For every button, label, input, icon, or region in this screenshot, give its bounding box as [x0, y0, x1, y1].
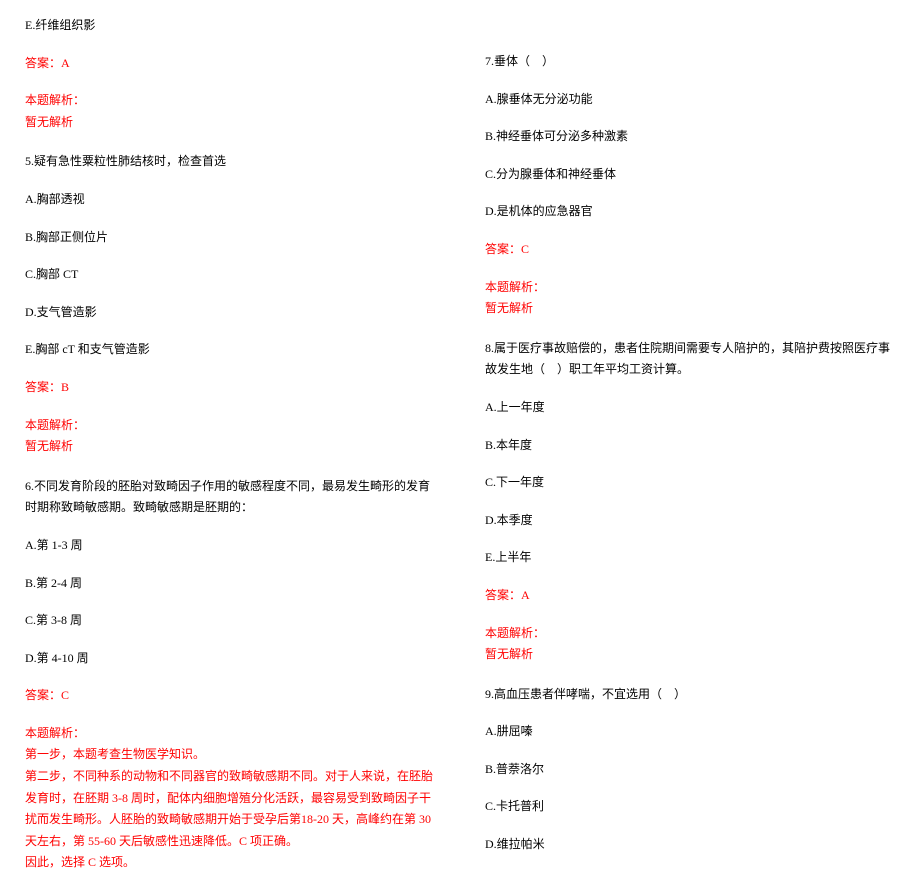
q6-option-c: C.第 3-8 周: [25, 610, 435, 632]
q7-analysis-label: 本题解析：: [485, 277, 895, 299]
q7-answer: 答案：C: [485, 239, 895, 261]
q7-stem: 7.垂体（ ）: [485, 51, 895, 73]
right-column: 7.垂体（ ） A.腺垂体无分泌功能 B.神经垂体可分泌多种激素 C.分为腺垂体…: [460, 0, 920, 651]
q8-stem: 8.属于医疗事故赔偿的，患者住院期间需要专人陪护的，其陪护费按照医疗事故发生地（…: [485, 338, 895, 381]
q8-option-d: D.本季度: [485, 510, 895, 532]
q8-answer: 答案：A: [485, 585, 895, 607]
q8-analysis-text: 暂无解析: [485, 644, 895, 666]
q6-analysis-line1: 第一步，本题考查生物医学知识。: [25, 744, 435, 766]
q5-option-a: A.胸部透视: [25, 189, 435, 211]
q5-option-c: C.胸部 CT: [25, 264, 435, 286]
q4-answer: 答案：A: [25, 53, 435, 75]
q7-option-c: C.分为腺垂体和神经垂体: [485, 164, 895, 186]
q8-option-a: A.上一年度: [485, 397, 895, 419]
q5-option-b: B.胸部正侧位片: [25, 227, 435, 249]
q6-stem: 6.不同发育阶段的胚胎对致畸因子作用的敏感程度不同，最易发生畸形的发育时期称致畸…: [25, 476, 435, 519]
q6-analysis-line2: 第二步，不同种系的动物和不同器官的致畸敏感期不同。对于人来说，在胚胎发育时，在胚…: [25, 766, 435, 852]
q6-analysis-line3: 因此，选择 C 选项。: [25, 852, 435, 874]
q9-stem: 9.高血压患者伴哮喘，不宜选用（ ）: [485, 684, 895, 706]
q8-option-e: E.上半年: [485, 547, 895, 569]
q7-option-b: B.神经垂体可分泌多种激素: [485, 126, 895, 148]
q9-option-a: A.肼屈嗪: [485, 721, 895, 743]
q5-option-e: E.胸部 cT 和支气管造影: [25, 339, 435, 361]
q9-option-c: C.卡托普利: [485, 796, 895, 818]
q5-option-d: D.支气管造影: [25, 302, 435, 324]
q7-analysis-text: 暂无解析: [485, 298, 895, 320]
q7-option-d: D.是机体的应急器官: [485, 201, 895, 223]
q6-option-a: A.第 1-3 周: [25, 535, 435, 557]
q9-option-b: B.普萘洛尔: [485, 759, 895, 781]
q5-analysis-label: 本题解析：: [25, 415, 435, 437]
q7-option-a: A.腺垂体无分泌功能: [485, 89, 895, 111]
q5-analysis-text: 暂无解析: [25, 436, 435, 458]
left-column: E.纤维组织影 答案：A 本题解析： 暂无解析 5.疑有急性粟粒性肺结核时，检查…: [0, 0, 460, 651]
q4-option-e: E.纤维组织影: [25, 15, 435, 37]
q6-answer: 答案：C: [25, 685, 435, 707]
q6-option-b: B.第 2-4 周: [25, 573, 435, 595]
q4-analysis-label: 本题解析：: [25, 90, 435, 112]
q6-analysis-label: 本题解析：: [25, 723, 435, 745]
q5-stem: 5.疑有急性粟粒性肺结核时，检查首选: [25, 151, 435, 173]
q4-analysis-text: 暂无解析: [25, 112, 435, 134]
q5-answer: 答案：B: [25, 377, 435, 399]
q8-option-c: C.下一年度: [485, 472, 895, 494]
q9-option-d: D.维拉帕米: [485, 834, 895, 856]
q8-option-b: B.本年度: [485, 435, 895, 457]
q8-analysis-label: 本题解析：: [485, 623, 895, 645]
